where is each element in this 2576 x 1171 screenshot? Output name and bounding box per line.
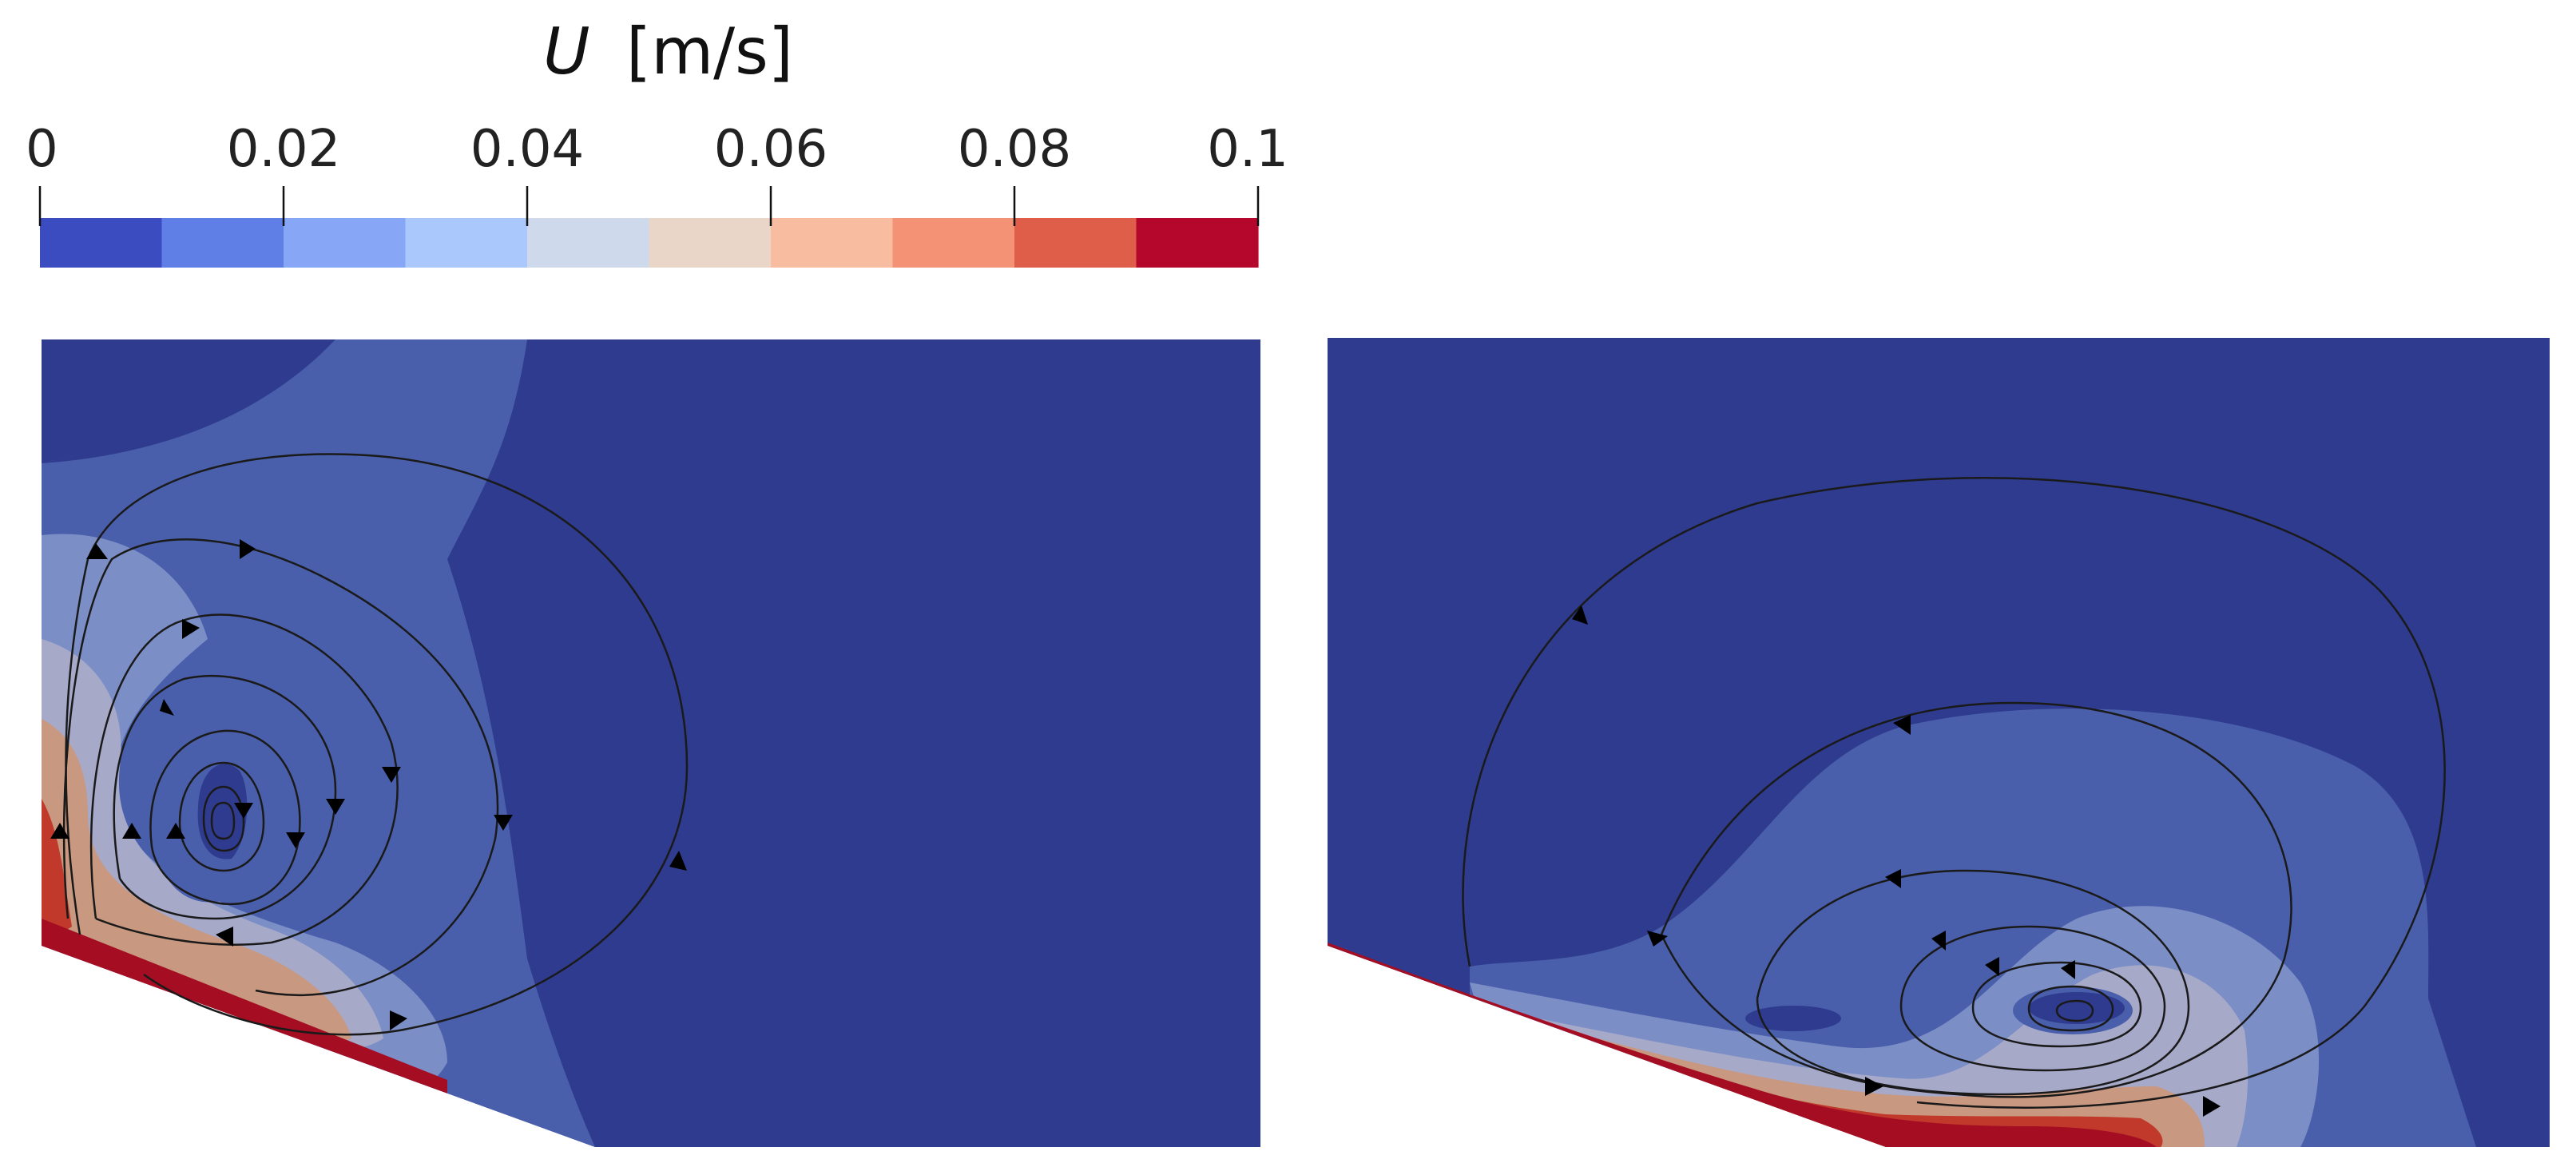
colorbar-title: U [m/s] [543,14,793,89]
left-field-band-7 [42,799,72,946]
colorbar-band [649,218,772,268]
right-arrow-4 [1885,869,1901,888]
right-arrow-1 [1572,605,1588,625]
right-streamline-6 [2027,985,2114,1032]
colorbar-title-symbol: U [543,14,590,89]
left-arrow-9 [234,803,253,819]
right-vortex-core [2029,992,2125,1024]
left-arrow-4 [160,699,174,716]
right-streamline-outer [1462,477,2446,1109]
left-arrow-2 [240,539,256,559]
colorbar-tick-label: 0.04 [470,120,585,179]
left-arrow-3 [182,619,200,639]
left-streamline-outer [65,453,689,1036]
left-streamline-6 [178,761,265,872]
colorbar-tick-label: 0.02 [227,120,341,179]
left-streamline-5 [149,729,301,906]
left-streamline-2 [62,538,499,996]
left-arrow-6 [326,799,345,815]
colorbar-band [284,218,407,268]
left-field-band-3 [42,339,256,463]
colorbar-band [1014,218,1137,268]
left-arrow-15 [390,1010,407,1030]
left-arrow-13 [166,823,185,839]
left-field-band-8 [42,919,447,1094]
right-streamline-4 [1899,925,2166,1072]
right-panel [1328,338,2550,1147]
colorbar-tick-label: 0.08 [958,120,1072,179]
right-arrow-7 [2061,960,2075,979]
right-arrow-2 [1893,715,1911,735]
colorbar-title-unit: [m/s] [626,14,793,89]
left-arrow-1 [86,543,108,559]
right-streamline-7 [2055,999,2094,1022]
colorbar-band [892,218,1015,268]
colorbar-tick-label: 0.1 [1207,120,1288,179]
left-arrow-8 [669,851,687,871]
colorbar-band [527,218,650,268]
left-arrow-10 [286,832,305,848]
right-arrow-5 [1931,931,1946,951]
left-streamline-4 [113,674,337,920]
left-streamlines [62,453,689,1036]
left-streamline-7 [202,785,245,852]
right-streamline-5 [1971,961,2142,1048]
colorbar-band [161,218,284,268]
left-arrow-12 [122,823,141,839]
colorbar-band [405,218,528,268]
left-arrow-11 [50,823,69,839]
colorbar: 0 0.02 0.04 0.06 0.08 0.1 [26,120,1288,268]
right-low-speed-core [1745,1006,1841,1031]
left-arrows [50,539,687,1030]
left-panel [42,339,1260,1147]
right-arrow-3 [1647,931,1668,947]
right-arrow-9 [2203,1096,2221,1117]
colorbar-band [771,218,894,268]
colorbar-tick-label: 0 [26,120,58,179]
left-arrow-14 [216,927,233,947]
right-arrow-8 [1865,1077,1883,1096]
left-arrow-7 [494,815,513,831]
colorbar-tick-label: 0.06 [714,120,828,179]
left-streamline-8 [210,801,236,840]
colorbar-band [40,218,163,268]
right-arrows [1572,605,2221,1117]
colorbar-band [1136,218,1259,268]
left-arrow-5 [382,767,401,783]
left-vortex-center [197,764,248,859]
left-streamline-3 [89,613,399,946]
right-arrow-6 [1985,957,1999,976]
